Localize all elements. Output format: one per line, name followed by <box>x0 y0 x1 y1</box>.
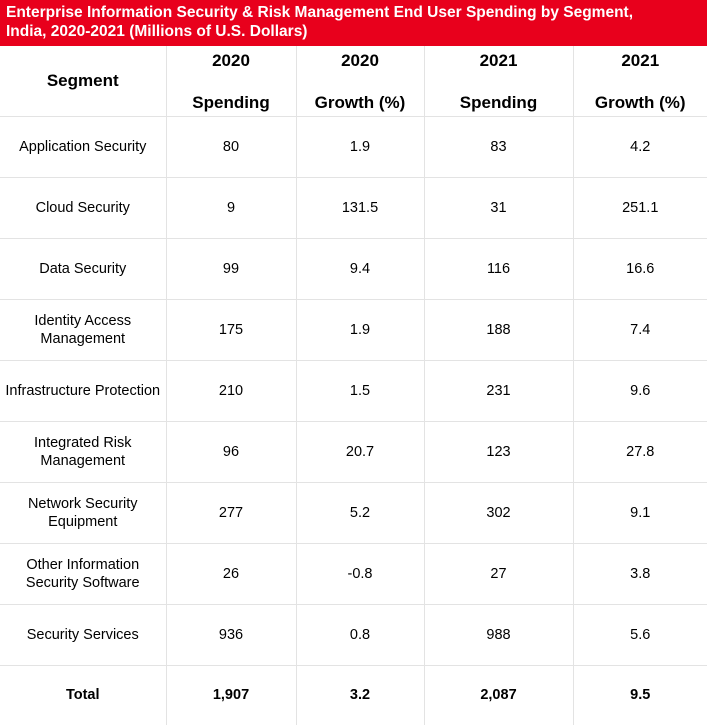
table-row: Security Services 936 0.8 988 5.6 <box>0 604 707 665</box>
column-header-2021-growth: 2021 Growth (%) <box>573 46 707 116</box>
table-row: Cloud Security 9 131.5 31 251.1 <box>0 177 707 238</box>
spending-2021-cell: 188 <box>424 299 573 360</box>
segment-cell: Identity Access Management <box>0 299 166 360</box>
growth-2021-cell: 9.6 <box>573 360 707 421</box>
growth-2021-cell: 9.1 <box>573 482 707 543</box>
total-spending-2020-cell: 1,907 <box>166 665 296 725</box>
table-row: Application Security 80 1.9 83 4.2 <box>0 116 707 177</box>
segment-cell: Network Security Equipment <box>0 482 166 543</box>
total-growth-2020-cell: 3.2 <box>296 665 424 725</box>
growth-2020-cell: 1.9 <box>296 299 424 360</box>
segment-cell: Integrated Risk Management <box>0 421 166 482</box>
segment-cell: Other Information Security Software <box>0 543 166 604</box>
segment-cell: Security Services <box>0 604 166 665</box>
column-header-year: 2021 <box>425 52 573 70</box>
column-header-metric: Growth (%) <box>297 94 424 112</box>
spending-2021-cell: 27 <box>424 543 573 604</box>
column-header-segment-label: Segment <box>47 71 119 90</box>
spending-2021-cell: 231 <box>424 360 573 421</box>
column-header-metric: Growth (%) <box>574 94 707 112</box>
column-header-2021-spending: 2021 Spending <box>424 46 573 116</box>
total-label-cell: Total <box>0 665 166 725</box>
spending-2020-cell: 210 <box>166 360 296 421</box>
table-row: Integrated Risk Management 96 20.7 123 2… <box>0 421 707 482</box>
column-header-segment: Segment <box>0 46 166 116</box>
spending-2021-cell: 83 <box>424 116 573 177</box>
table-row: Identity Access Management 175 1.9 188 7… <box>0 299 707 360</box>
growth-2021-cell: 251.1 <box>573 177 707 238</box>
growth-2021-cell: 5.6 <box>573 604 707 665</box>
total-growth-2021-cell: 9.5 <box>573 665 707 725</box>
growth-2020-cell: 0.8 <box>296 604 424 665</box>
spending-2020-cell: 99 <box>166 238 296 299</box>
table-row: Data Security 99 9.4 116 16.6 <box>0 238 707 299</box>
growth-2021-cell: 4.2 <box>573 116 707 177</box>
table-title-line-2: India, 2020-2021 (Millions of U.S. Dolla… <box>6 22 701 41</box>
table-title-line-1: Enterprise Information Security & Risk M… <box>6 3 701 22</box>
segment-cell: Infrastructure Protection <box>0 360 166 421</box>
total-row: Total 1,907 3.2 2,087 9.5 <box>0 665 707 725</box>
growth-2020-cell: 1.5 <box>296 360 424 421</box>
table-row: Network Security Equipment 277 5.2 302 9… <box>0 482 707 543</box>
spending-2020-cell: 936 <box>166 604 296 665</box>
spending-2020-cell: 96 <box>166 421 296 482</box>
spending-2020-cell: 80 <box>166 116 296 177</box>
column-header-2020-growth: 2020 Growth (%) <box>296 46 424 116</box>
growth-2020-cell: 131.5 <box>296 177 424 238</box>
segment-cell: Application Security <box>0 116 166 177</box>
header-row: Segment 2020 Spending 2020 Growth (%) 20… <box>0 46 707 116</box>
spending-2021-cell: 116 <box>424 238 573 299</box>
growth-2020-cell: 9.4 <box>296 238 424 299</box>
spending-2021-cell: 123 <box>424 421 573 482</box>
spending-2020-cell: 26 <box>166 543 296 604</box>
spending-2020-cell: 277 <box>166 482 296 543</box>
table-row: Infrastructure Protection 210 1.5 231 9.… <box>0 360 707 421</box>
segment-cell: Cloud Security <box>0 177 166 238</box>
column-header-year: 2021 <box>574 52 707 70</box>
column-header-metric: Spending <box>167 94 296 112</box>
segment-cell: Data Security <box>0 238 166 299</box>
spending-2021-cell: 302 <box>424 482 573 543</box>
growth-2020-cell: -0.8 <box>296 543 424 604</box>
spending-table: Segment 2020 Spending 2020 Growth (%) 20… <box>0 46 707 725</box>
growth-2021-cell: 16.6 <box>573 238 707 299</box>
growth-2020-cell: 5.2 <box>296 482 424 543</box>
column-header-year: 2020 <box>167 52 296 70</box>
growth-2020-cell: 1.9 <box>296 116 424 177</box>
table-row: Other Information Security Software 26 -… <box>0 543 707 604</box>
spending-2020-cell: 175 <box>166 299 296 360</box>
column-header-2020-spending: 2020 Spending <box>166 46 296 116</box>
column-header-metric: Spending <box>425 94 573 112</box>
table-title: Enterprise Information Security & Risk M… <box>0 0 707 46</box>
growth-2021-cell: 27.8 <box>573 421 707 482</box>
spending-2021-cell: 988 <box>424 604 573 665</box>
growth-2021-cell: 3.8 <box>573 543 707 604</box>
growth-2021-cell: 7.4 <box>573 299 707 360</box>
spending-2020-cell: 9 <box>166 177 296 238</box>
column-header-year: 2020 <box>297 52 424 70</box>
growth-2020-cell: 20.7 <box>296 421 424 482</box>
total-spending-2021-cell: 2,087 <box>424 665 573 725</box>
spending-2021-cell: 31 <box>424 177 573 238</box>
